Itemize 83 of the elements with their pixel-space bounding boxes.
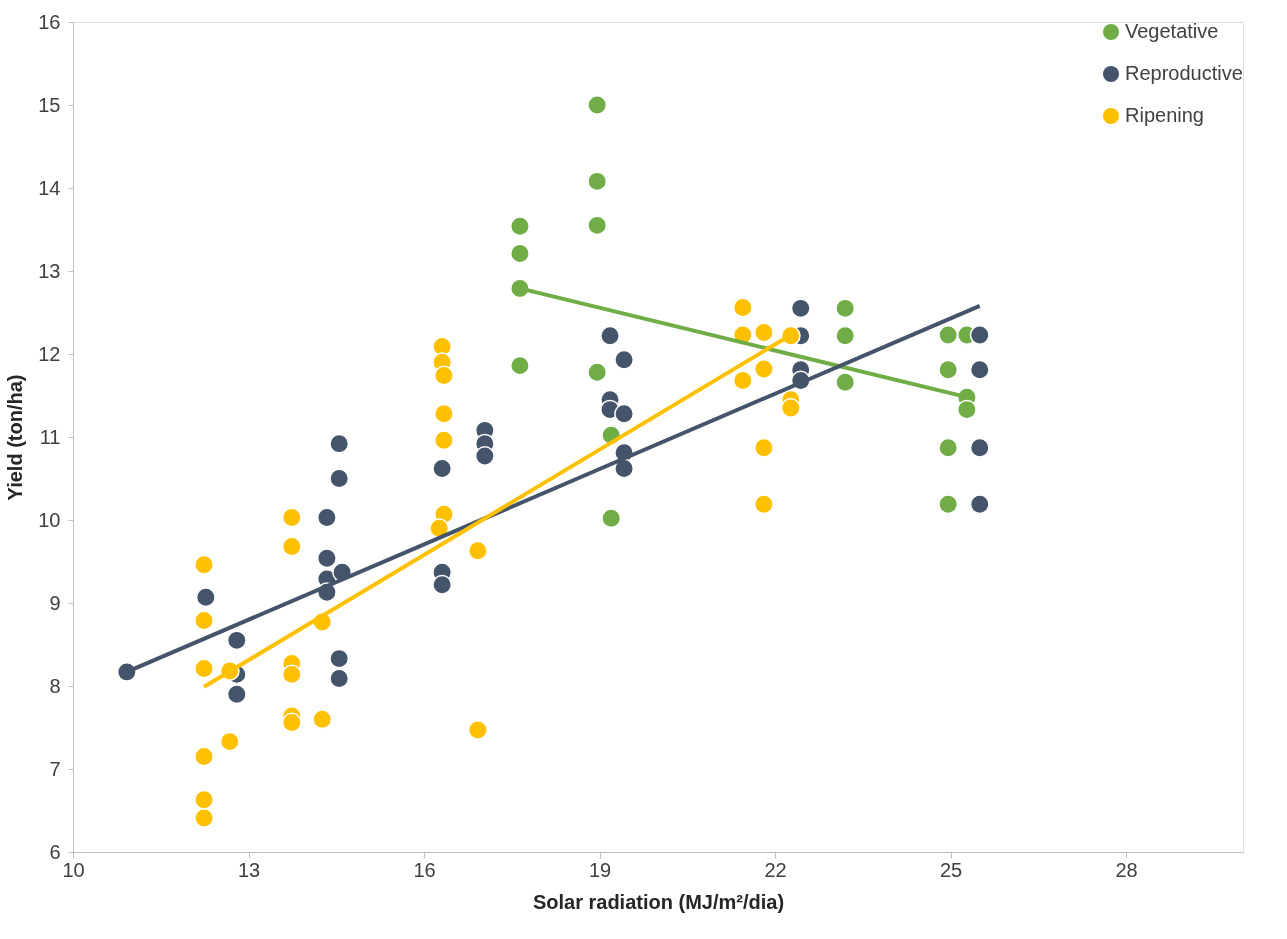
point [467,540,488,561]
point [587,215,608,236]
point [194,789,215,810]
point [432,574,453,595]
point [509,216,530,237]
point [753,358,774,379]
point [474,446,495,467]
point [219,731,240,752]
point [969,494,990,515]
point [732,297,753,318]
point [509,355,530,376]
point [938,437,959,458]
point [226,630,247,651]
point [194,658,215,679]
point [835,325,856,346]
y-tick-label: 10 [38,508,61,531]
point [312,709,333,730]
point [194,746,215,767]
point [969,437,990,458]
y-tick-label: 7 [49,757,61,780]
point [835,372,856,393]
point [600,325,620,346]
point [587,95,608,115]
point [194,808,215,828]
point [938,494,959,515]
point [329,648,350,669]
y-tick-label: 11 [39,425,61,448]
y-tick-label: 16 [38,10,61,33]
point [938,324,959,345]
y-tick-label: 15 [38,93,61,116]
x-tick-label: 22 [764,858,787,881]
x-tick-label: 25 [939,858,963,881]
point [614,403,635,424]
point [509,243,530,264]
x-tick-label: 28 [1115,858,1138,881]
point [753,494,774,515]
point [753,437,774,458]
x-tick-label: 19 [588,858,612,881]
point [587,362,608,383]
point [281,507,302,528]
point [432,458,453,479]
point [780,398,801,418]
point [601,508,622,529]
x-tick-label: 16 [413,858,436,881]
point [194,554,215,575]
point [614,458,635,479]
point [467,720,488,740]
point [938,359,959,380]
x-axis-title: Solar radiation (MJ/m²/dia) [532,890,785,913]
point [226,684,247,705]
point [281,664,302,685]
legend-label: Ripening [1125,104,1204,126]
x-tick-label: 13 [237,858,261,881]
point [835,298,856,319]
point [956,399,977,420]
y-tick-label: 14 [38,176,61,199]
y-tick-label: 6 [49,840,61,863]
legend-label: Reproductive [1125,62,1243,84]
point [281,712,302,733]
point [329,433,350,454]
legend-label: Vegetative [1125,20,1219,42]
point [194,610,215,631]
point [433,430,454,451]
point [732,370,753,391]
point [316,548,337,569]
point [790,298,811,319]
point [969,359,990,380]
point [433,403,454,424]
point [587,171,608,192]
point [281,536,302,557]
point [329,668,350,689]
point [316,507,337,528]
point [969,324,990,345]
point [753,322,774,343]
point [329,468,350,489]
point [195,587,216,608]
y-tick-label: 8 [49,674,61,697]
point [614,349,635,370]
point [433,365,454,386]
y-tick-label: 9 [49,591,61,614]
y-tick-label: 12 [38,342,61,365]
y-tick-label: 13 [38,259,61,282]
y-axis-title: Yield (ton/ha) [4,374,27,501]
